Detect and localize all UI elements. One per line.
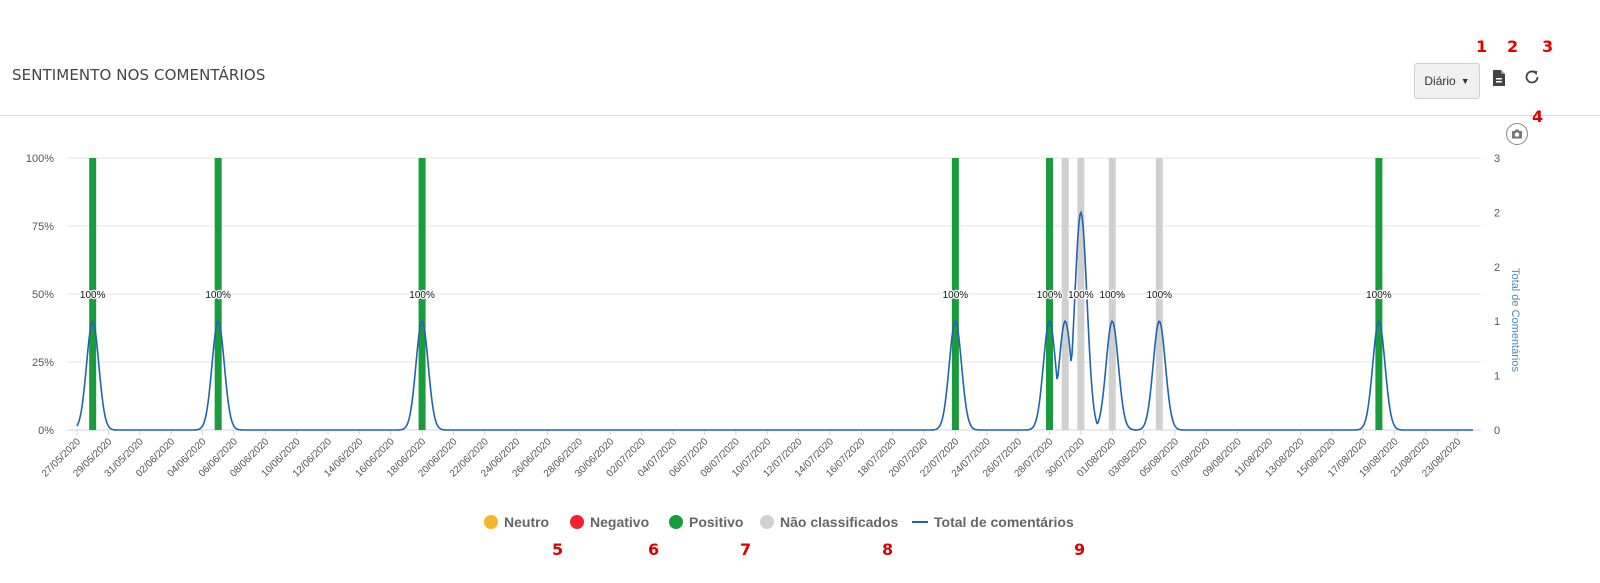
legend-item-negativo[interactable]: Negativo (570, 514, 649, 530)
legend-label: Negativo (590, 514, 650, 530)
bar-nao_classificados (1061, 158, 1069, 430)
y-left-tick-label: 100% (26, 153, 54, 165)
bar-nao_classificados (1077, 158, 1085, 430)
legend-label: Positivo (689, 514, 744, 530)
annotation-marker: 4 (1532, 107, 1544, 126)
data-label: 100% (1068, 290, 1094, 301)
annotation-marker: 2 (1507, 37, 1519, 56)
annotation-marker: 8 (882, 540, 894, 559)
export-button[interactable] (1489, 68, 1509, 88)
document-export-icon (1493, 70, 1505, 86)
y-right-tick-label: 2 (1494, 207, 1500, 219)
y-left-tick-label: 75% (32, 221, 54, 233)
legend-item-neutro[interactable]: Neutro (484, 514, 549, 530)
camera-icon (1512, 129, 1522, 139)
legend-dot-negativo (570, 515, 584, 529)
bar-nao_classificados (1108, 158, 1116, 430)
sentiment-chart: 0% 25% 50% 75% 100% 0 1 1 2 2 3 Total de Comentário… (26, 153, 1521, 480)
legend-dot-nao-classificados (760, 515, 774, 529)
y-right-tick-label: 2 (1494, 262, 1500, 274)
annotation-marker: 6 (648, 540, 660, 559)
data-label: 100% (1366, 290, 1392, 301)
data-label: 100% (1147, 290, 1173, 301)
legend-dot-neutro (484, 515, 498, 529)
bar-positivo (951, 158, 959, 430)
legend-dot-positivo (669, 515, 683, 529)
period-dropdown-label: Diário (1424, 74, 1456, 88)
annotation-marker: 3 (1542, 37, 1554, 56)
bar-nao_classificados (1155, 158, 1163, 430)
data-label: 100% (1037, 290, 1063, 301)
legend-label: Neutro (504, 514, 550, 530)
chart-header: SENTIMENTO NOS COMENTÁRIOS Diário ▼ 1 2 … (0, 0, 1600, 126)
legend-item-positivo[interactable]: Positivo (669, 514, 743, 530)
y-left-tick-label: 25% (32, 357, 54, 369)
y-right-axis-title: Total de Comentários (1509, 268, 1521, 372)
annotation-marker: 1 (1476, 37, 1488, 56)
total-comments-line (76, 210, 1473, 431)
period-dropdown[interactable]: Diário ▼ (1414, 63, 1480, 99)
annotation-marker: 5 (552, 540, 564, 559)
chevron-down-icon: ▼ (1460, 76, 1470, 86)
data-label: 100% (80, 290, 106, 301)
annotation-marker: 9 (1074, 540, 1086, 559)
screenshot-button[interactable] (1506, 123, 1528, 145)
y-left-tick-label: 0% (38, 425, 54, 437)
legend-label: Não classificados (780, 514, 899, 530)
data-label: 100% (943, 290, 969, 301)
y-left-tick-label: 50% (32, 289, 54, 301)
bar-positivo (1045, 158, 1053, 430)
refresh-icon (1525, 70, 1539, 84)
y-right-tick-label: 0 (1494, 425, 1500, 437)
page-title: SENTIMENTO NOS COMENTÁRIOS (12, 66, 266, 84)
data-label: 100% (1099, 290, 1125, 301)
bar-positivo (418, 158, 426, 430)
bar-positivo (89, 158, 97, 430)
bar-positivo (214, 158, 222, 430)
annotation-marker: 7 (740, 540, 752, 559)
y-right-tick-label: 1 (1494, 371, 1500, 383)
legend-item-nao-classificados[interactable]: Não classificados (760, 514, 898, 530)
data-label: 100% (409, 290, 435, 301)
legend-item-total[interactable]: Total de comentários (912, 514, 1074, 530)
data-label: 100% (205, 290, 231, 301)
chart-legend: Neutro Negativo Positivo Não classificad… (0, 514, 1600, 534)
legend-label: Total de comentários (934, 514, 1074, 530)
refresh-button[interactable] (1522, 67, 1542, 87)
y-right-tick-label: 3 (1494, 153, 1500, 165)
legend-line-total (912, 521, 928, 523)
y-right-tick-label: 1 (1494, 316, 1500, 328)
bar-positivo (1375, 158, 1383, 430)
